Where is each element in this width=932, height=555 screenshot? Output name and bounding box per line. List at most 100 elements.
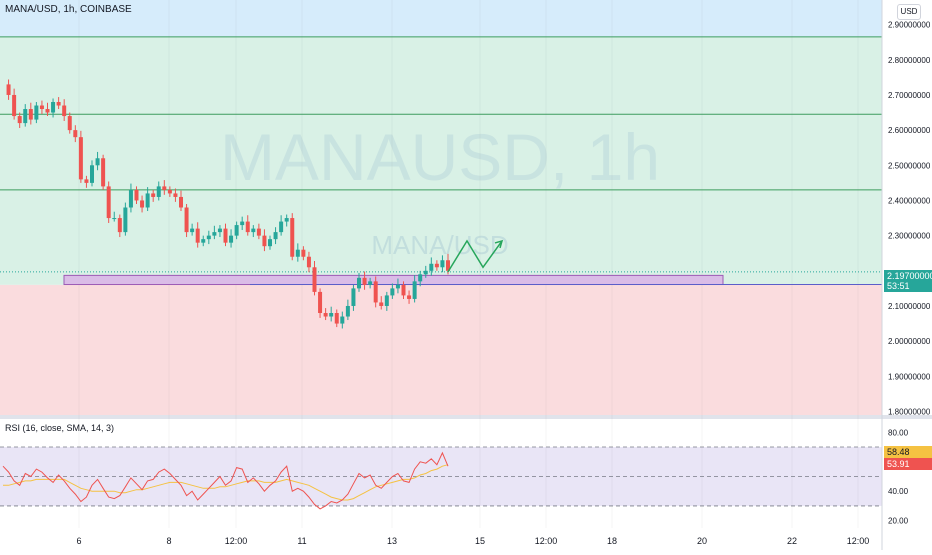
candle-body <box>17 116 22 124</box>
rsi-ma-badge: 58.48 <box>884 446 932 458</box>
candle-body <box>229 235 234 243</box>
y-tick-label: 2.80000000 <box>888 56 931 65</box>
candle-body <box>323 313 328 317</box>
candle-body <box>351 288 356 306</box>
candle-body <box>201 239 206 243</box>
candle-body <box>28 109 33 120</box>
candle-body <box>56 101 61 106</box>
candle-body <box>245 221 250 233</box>
currency-button[interactable]: USD <box>897 4 921 20</box>
x-tick-label: 22 <box>787 536 797 546</box>
y-tick-label: 1.80000000 <box>888 407 931 416</box>
candle-body <box>268 239 272 247</box>
candle-body <box>440 260 445 268</box>
candle-body <box>295 249 300 257</box>
candle-body <box>190 228 195 233</box>
candle-body <box>84 179 89 183</box>
candle-body <box>373 281 378 303</box>
candle-body <box>368 281 373 285</box>
x-tick-label: 18 <box>607 536 617 546</box>
candle-body <box>6 84 11 95</box>
candle-body <box>51 101 56 113</box>
y-tick-label: 1.90000000 <box>888 372 931 381</box>
candle-body <box>256 228 261 236</box>
candle-body <box>423 270 428 275</box>
symbol-title[interactable]: MANA/USD, 1h, COINBASE <box>5 4 132 15</box>
candle-body <box>184 207 189 233</box>
candle-body <box>345 305 350 317</box>
support-box <box>63 274 724 286</box>
candle-body <box>78 137 83 180</box>
candle-body <box>195 228 200 243</box>
candle-body <box>362 277 367 285</box>
candle-body <box>206 235 211 240</box>
candle-body <box>334 313 339 324</box>
x-tick-label: 12:00 <box>535 536 558 546</box>
candle-body <box>156 186 161 197</box>
projection-layer[interactable] <box>447 239 504 273</box>
zone-green <box>0 36 882 285</box>
candle-body <box>62 105 67 117</box>
candle-body <box>117 218 122 233</box>
candle-body <box>151 193 156 197</box>
candle-body <box>128 189 133 208</box>
candle-body <box>112 218 117 220</box>
candle-body <box>301 249 306 257</box>
candle-body <box>395 284 400 289</box>
x-tick-label: 11 <box>297 536 306 546</box>
candle-body <box>212 232 217 236</box>
candle-body <box>318 291 323 314</box>
candle-body <box>384 295 389 306</box>
candle-body <box>39 105 44 110</box>
candle-body <box>279 221 284 233</box>
y-tick-label: 2.10000000 <box>888 302 931 311</box>
candle-body <box>67 116 72 131</box>
candle-body <box>223 228 228 243</box>
candle-body <box>34 105 39 120</box>
candle-body <box>134 189 139 201</box>
rsi-y-tick-label: 40.00 <box>888 487 909 496</box>
rsi-y-tick-label: 20.00 <box>888 517 909 526</box>
candle-body <box>306 256 311 268</box>
rsi-title[interactable]: RSI (16, close, SMA, 14, 3) <box>5 423 115 433</box>
candle-body <box>434 263 439 268</box>
rsi-ma-line <box>3 464 449 501</box>
watermark-main: MANAUSD, 1h <box>220 120 660 194</box>
candle-body <box>251 228 256 233</box>
projection-path <box>447 239 503 273</box>
candle-body <box>95 158 100 166</box>
candle-body <box>262 235 267 247</box>
zone-red <box>0 284 882 415</box>
candle-body <box>101 158 106 187</box>
candle-body <box>379 302 384 306</box>
x-tick-label: 12:00 <box>847 536 870 546</box>
rsi-line <box>2 451 449 510</box>
pane-separator <box>0 415 932 419</box>
x-tick-label: 6 <box>76 536 81 546</box>
x-tick-label: 8 <box>166 536 171 546</box>
x-tick-label: 13 <box>387 536 397 546</box>
candle-body <box>273 232 278 240</box>
candle-body <box>167 189 172 194</box>
candle-body <box>446 260 450 271</box>
candle-body <box>45 109 50 113</box>
x-tick-label: 12:00 <box>225 536 248 546</box>
candle-body <box>340 316 345 324</box>
candle-body <box>140 200 145 208</box>
candle-body <box>240 221 245 226</box>
last-price-value: 2.19700000 <box>887 271 932 281</box>
x-tick-label: 15 <box>475 536 485 546</box>
candle-body <box>179 196 183 208</box>
rsi-y-tick-label: 80.00 <box>888 428 909 437</box>
candle-body <box>407 295 412 299</box>
candle-body <box>12 94 17 117</box>
candle-body <box>217 228 222 233</box>
candle-body <box>145 193 150 208</box>
candle-body <box>162 186 167 190</box>
candle-body <box>106 186 111 219</box>
candles-layer[interactable] <box>6 79 450 329</box>
x-tick-label: 20 <box>697 536 707 546</box>
candle-body <box>418 274 423 282</box>
